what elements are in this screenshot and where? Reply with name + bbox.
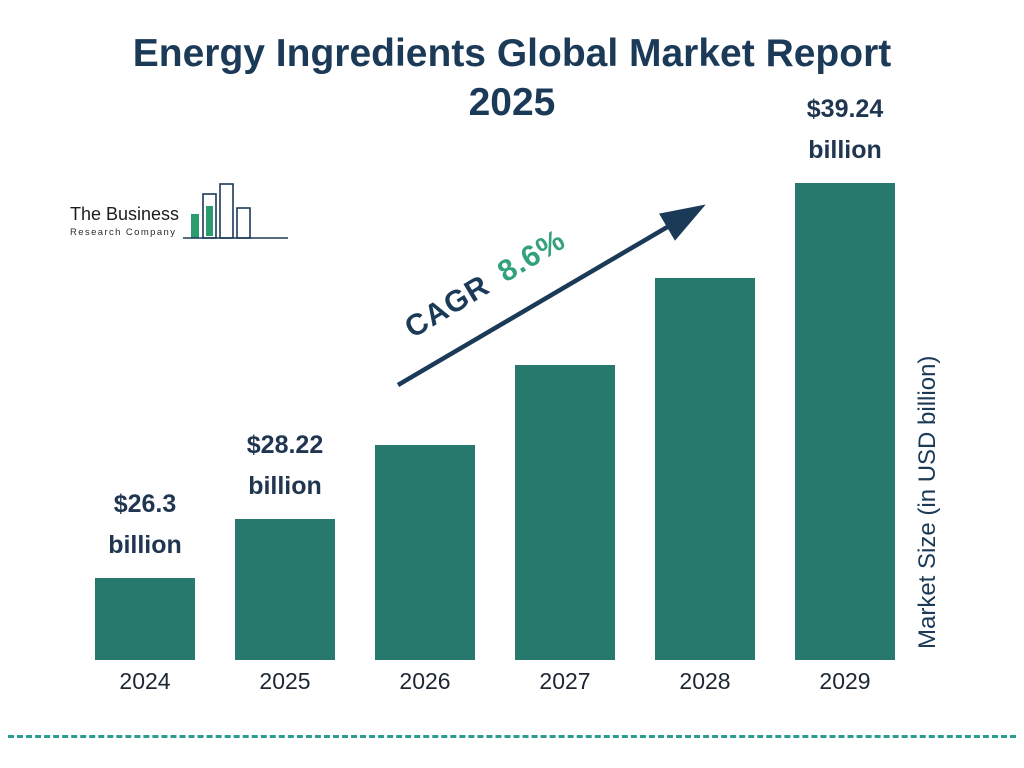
x-axis-labels: 2024 2025 2026 2027 2028 2029 (95, 668, 895, 695)
year-label: 2025 (259, 668, 311, 694)
value-amount: $26.3 (113, 489, 177, 518)
page-title-line1: Energy Ingredients Global Market Report (132, 32, 892, 75)
logo-subname: Research Company (70, 227, 177, 238)
value-label: $26.3 billion (108, 484, 182, 567)
year-label: 2029 (819, 668, 871, 694)
bar-column-2028 (655, 266, 755, 660)
value-unit: billion (248, 471, 322, 500)
value-unit: billion (108, 530, 182, 559)
bar-column-2026 (375, 433, 475, 660)
bottom-dashed-divider (8, 735, 1016, 738)
logo-name: The Business (70, 204, 180, 225)
logo: The Business Research Company (70, 180, 289, 246)
year-label: 2027 (539, 668, 591, 694)
bar-column-2029: $39.24 billion (795, 89, 895, 660)
bar (795, 183, 895, 660)
year-label: 2024 (119, 668, 171, 694)
page-title-line2: 2025 (468, 80, 556, 124)
bar-column-2027 (515, 353, 615, 660)
bar (515, 365, 615, 660)
bar (655, 278, 755, 660)
bar-chart: $26.3 billion $28.22 billion (95, 85, 895, 660)
bar-column-2025: $28.22 billion (235, 425, 335, 660)
logo-text: The Business Research Company (70, 204, 180, 246)
bar-column-2024: $26.3 billion (95, 484, 195, 660)
value-label: $28.22 billion (247, 425, 323, 508)
bar (235, 519, 335, 660)
y-axis-label: Market Size (in USD billion) (914, 355, 941, 650)
value-label: $39.24 billion (807, 89, 883, 172)
value-amount: $39.24 (806, 94, 884, 123)
value-unit: billion (808, 135, 882, 164)
page-title: Energy Ingredients Global Market Report … (0, 30, 1024, 128)
value-amount: $28.22 (246, 430, 324, 459)
logo-bars-icon (183, 183, 289, 239)
bar (375, 445, 475, 660)
year-label: 2028 (679, 668, 731, 694)
year-label: 2026 (399, 668, 451, 694)
bar (95, 578, 195, 660)
